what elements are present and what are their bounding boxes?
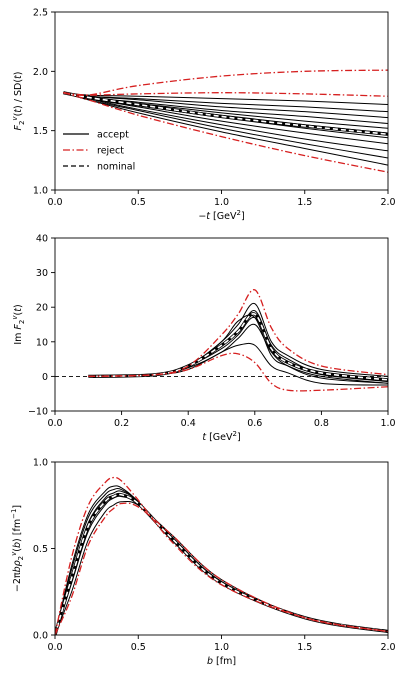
y-tick-label: 0 xyxy=(42,372,48,383)
series-nominal-line xyxy=(63,91,388,136)
x-tick-label: 2.0 xyxy=(380,642,395,653)
x-tick-label: 0.8 xyxy=(314,418,329,429)
x-tick-label: 0.0 xyxy=(47,418,62,429)
y-tick-label: 20 xyxy=(36,303,48,314)
x-axis-label: −t [GeV2] xyxy=(198,209,244,222)
x-tick-label: 1.0 xyxy=(380,418,395,429)
y-tick-label: 30 xyxy=(36,268,48,279)
y-axis-label: F2v(t) / SD(t) xyxy=(11,72,26,131)
plot-area xyxy=(63,69,388,173)
y-tick-label: −10 xyxy=(28,407,48,418)
legend-label-reject: reject xyxy=(97,146,124,157)
series-reject-line-6 xyxy=(55,502,388,635)
plot-area xyxy=(55,289,388,392)
y-tick-label: 0.0 xyxy=(33,631,48,642)
series-reject-line-12 xyxy=(63,92,388,97)
x-tick-label: 1.5 xyxy=(297,197,312,208)
panel-radial-density: 0.0 0.5 1.0 1.5 2.0 0.0 0.5 1.0 b [fm] −2πbρ2v(b)… xyxy=(10,458,396,668)
series-reject-line-11 xyxy=(63,69,388,96)
plot-area xyxy=(55,476,388,635)
y-axis-label: −2πbρ2v(b) [fm−1] xyxy=(10,505,25,592)
x-tick-label: 0.5 xyxy=(131,197,146,208)
y-tick-label: 1.0 xyxy=(33,458,48,469)
y-axis-label: Im F2v(t) xyxy=(11,304,26,344)
legend-label-accept: accept xyxy=(97,130,129,141)
x-tick-label: 0.2 xyxy=(114,418,129,429)
series-reject-line-7 xyxy=(88,352,388,392)
x-tick-label: 0.0 xyxy=(47,197,62,208)
series-reject-line-13 xyxy=(63,92,388,173)
x-tick-label: 1.5 xyxy=(297,642,312,653)
panel-f2-over-sd: 0.0 0.5 1.0 1.5 2.0 1.0 1.5 2.0 2.5 −t [GeV2] F2v(… xyxy=(11,8,396,223)
x-tick-label: 2.0 xyxy=(380,197,395,208)
x-tick-label: 1.0 xyxy=(214,197,229,208)
legend: accept reject nominal xyxy=(63,130,135,173)
x-tick-label: 1.0 xyxy=(214,642,229,653)
panel-im-f2: 0.0 0.2 0.4 0.6 0.8 1.0 −10 0 10 20 30 40 t [GeV2] Im… xyxy=(11,234,396,444)
legend-label-nominal: nominal xyxy=(97,162,135,173)
x-axis-label: t [GeV2] xyxy=(202,430,240,443)
series-accept-line-0 xyxy=(63,92,388,106)
axes-frame xyxy=(54,237,389,412)
x-tick-label: 0.0 xyxy=(47,642,62,653)
series-accept-line-10 xyxy=(63,92,388,166)
x-tick-label: 0.5 xyxy=(131,642,146,653)
y-tick-label: 40 xyxy=(36,234,48,245)
y-tick-label: 0.5 xyxy=(33,544,48,555)
x-tick-label: 0.4 xyxy=(181,418,196,429)
x-axis-label: b [fm] xyxy=(207,656,236,667)
y-tick-label: 1.5 xyxy=(33,126,48,137)
x-tick-label: 0.6 xyxy=(247,418,262,429)
y-tick-label: 2.0 xyxy=(33,67,48,78)
y-tick-label: 2.5 xyxy=(33,8,48,19)
y-tick-label: 10 xyxy=(36,337,48,348)
y-tick-label: 1.0 xyxy=(33,186,48,197)
